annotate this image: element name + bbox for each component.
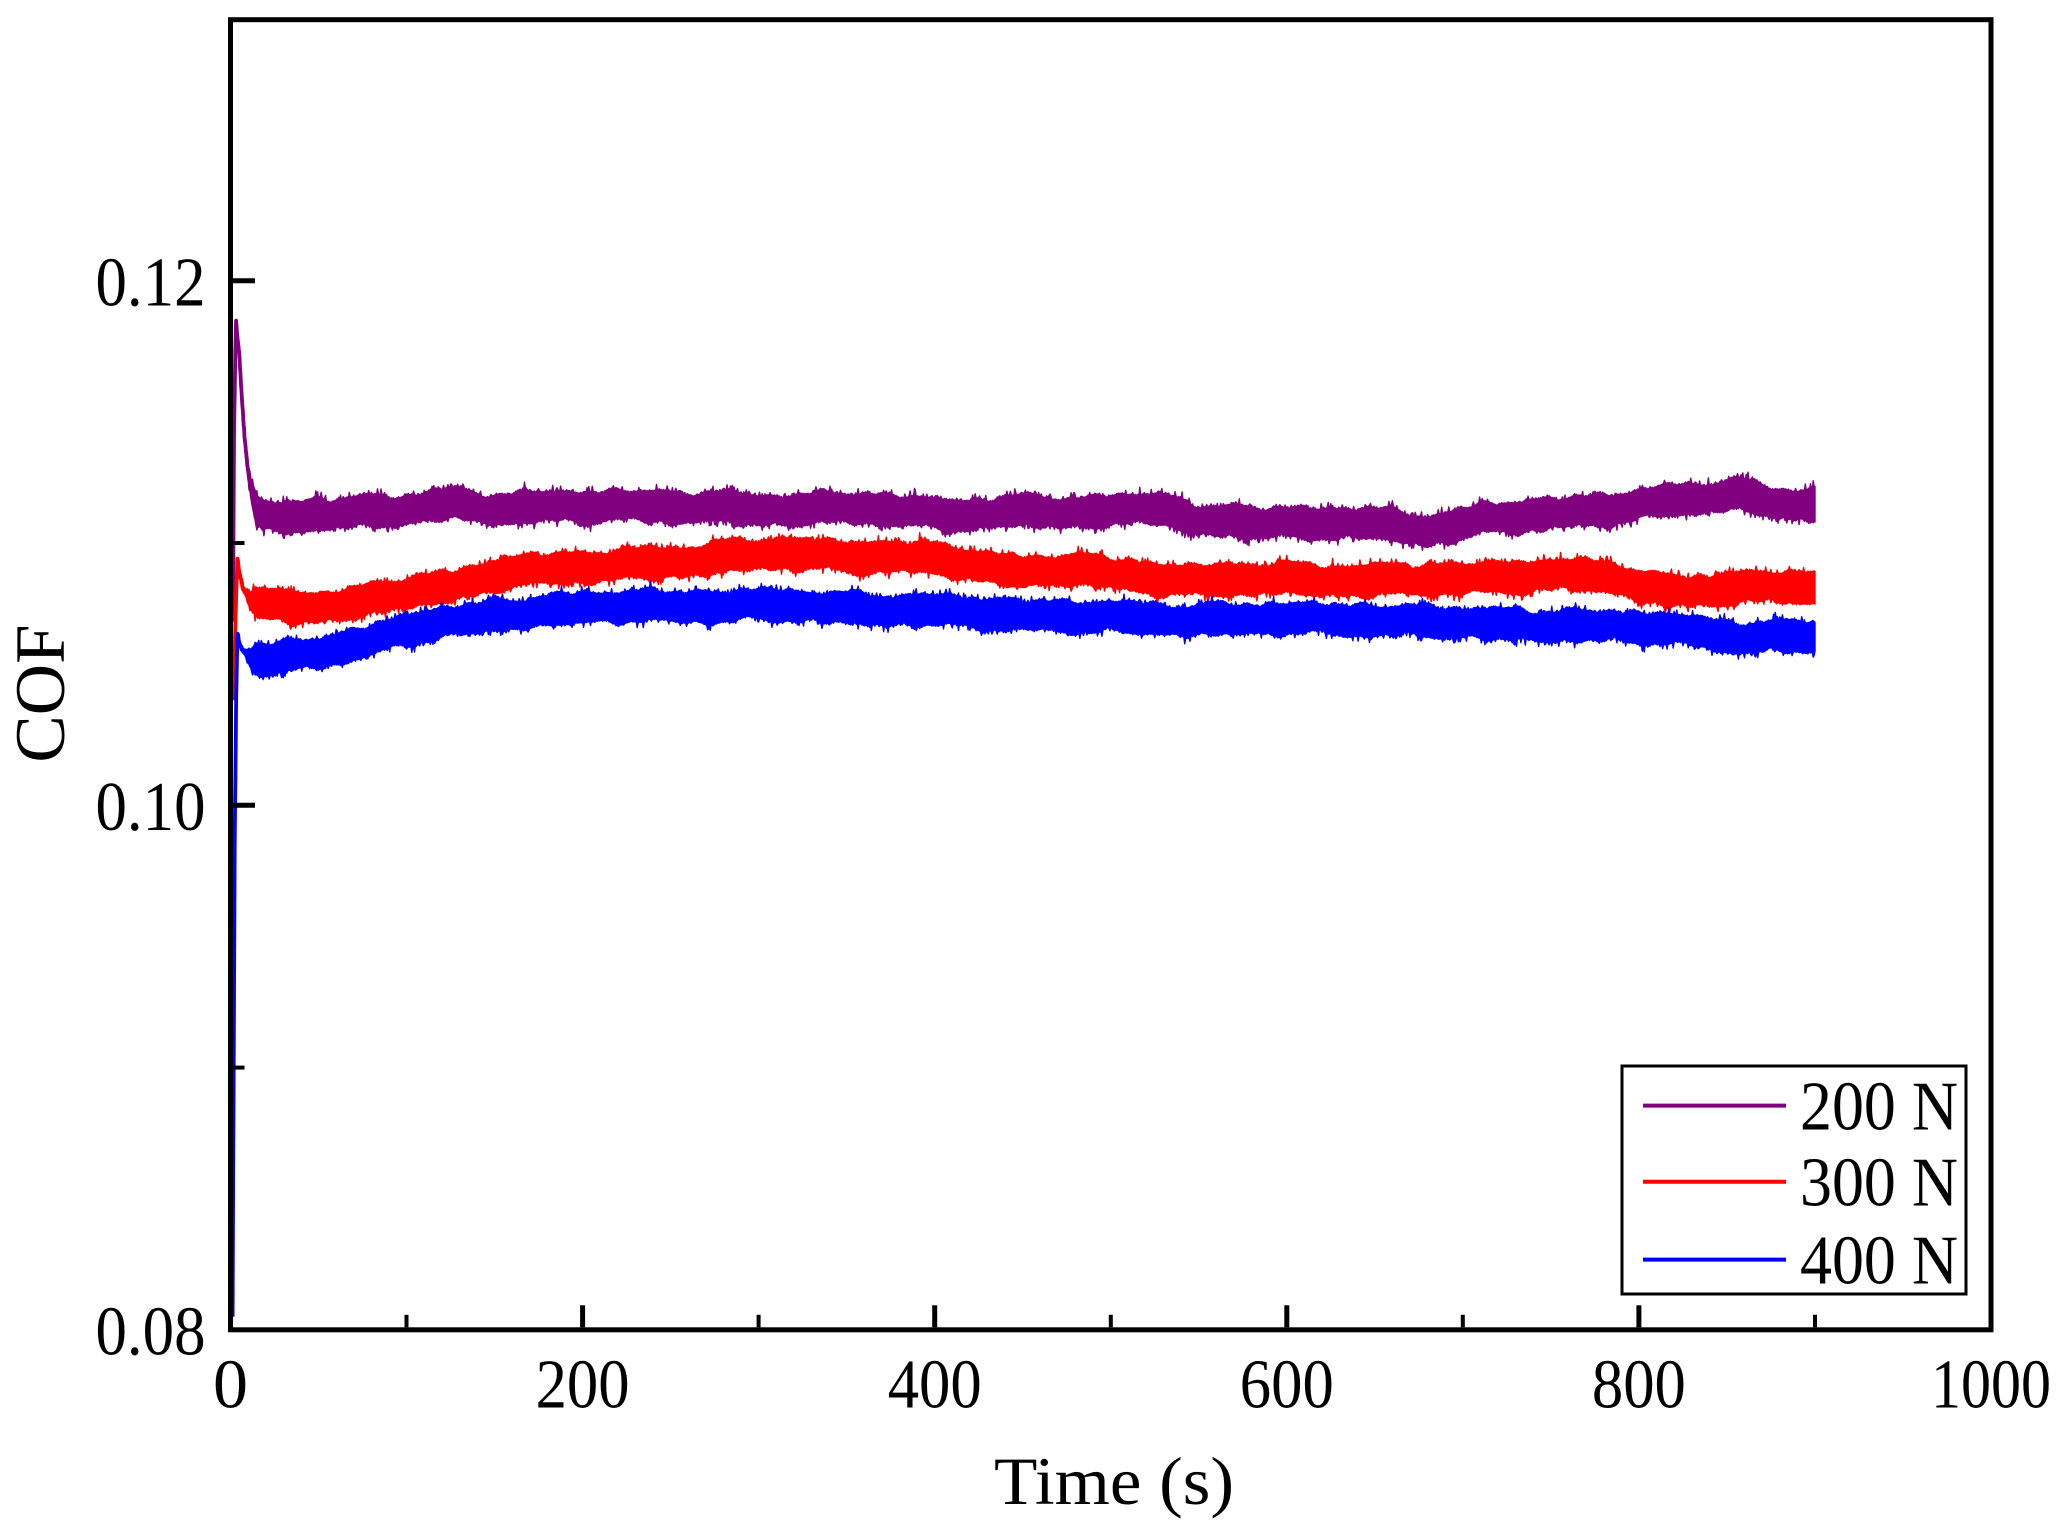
svg-text:200: 200 <box>536 1347 630 1424</box>
svg-text:0.12: 0.12 <box>96 244 206 321</box>
svg-text:0.08: 0.08 <box>96 1293 206 1370</box>
svg-text:400 N: 400 N <box>1800 1222 1958 1299</box>
svg-text:1000: 1000 <box>1931 1347 2051 1424</box>
svg-text:0: 0 <box>213 1347 248 1424</box>
svg-text:300 N: 300 N <box>1800 1145 1958 1222</box>
svg-text:800: 800 <box>1592 1347 1686 1424</box>
svg-text:600: 600 <box>1240 1347 1334 1424</box>
svg-text:200 N: 200 N <box>1800 1068 1958 1145</box>
svg-text:0.10: 0.10 <box>96 769 206 846</box>
svg-text:400: 400 <box>888 1347 982 1424</box>
svg-text:Time (s): Time (s) <box>994 1443 1234 1519</box>
svg-text:COF: COF <box>2 624 80 762</box>
